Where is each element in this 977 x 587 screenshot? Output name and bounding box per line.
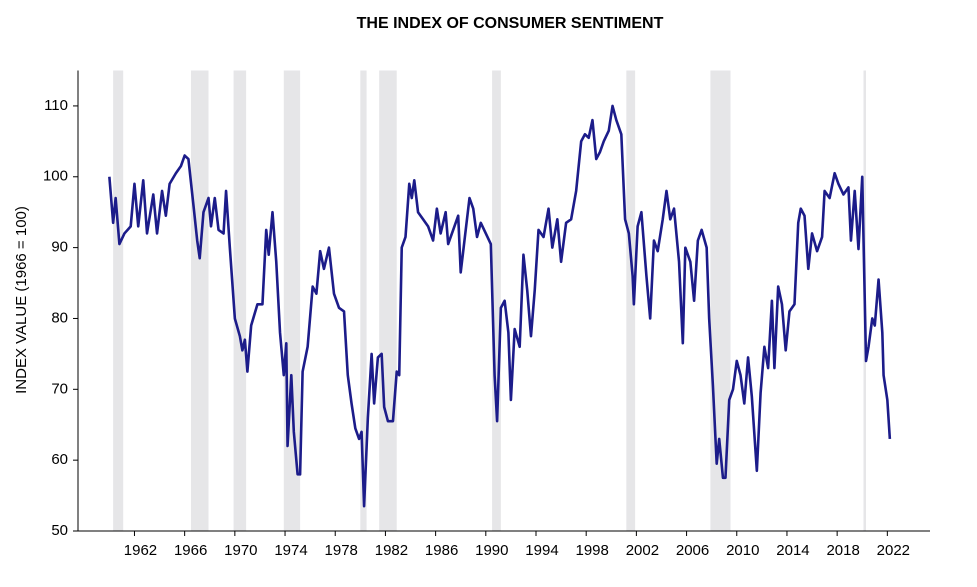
x-tick-label: 1990 (475, 542, 508, 559)
recession-band (190, 70, 209, 531)
x-tick-label: 1986 (425, 542, 458, 559)
x-tick-label: 1970 (224, 542, 257, 559)
x-tick-label: 2010 (726, 542, 759, 559)
recession-band (492, 70, 501, 531)
x-tick-label: 1978 (325, 542, 358, 559)
line-series (108, 104, 892, 508)
x-tick-label: 1962 (124, 542, 157, 559)
x-tick-label: 1974 (274, 542, 307, 559)
y-tick-label: 90 (51, 239, 68, 256)
y-tick-label: 100 (43, 168, 68, 185)
y-tick-label: 70 (51, 380, 68, 397)
recession-band (113, 70, 124, 531)
recession-band (379, 70, 397, 531)
x-tick-label: 2018 (826, 542, 859, 559)
chart-title: THE INDEX OF CONSUMER SENTIMENT (357, 15, 664, 32)
x-tick-label: 2022 (877, 542, 910, 559)
y-tick-label: 50 (51, 522, 68, 539)
x-tick-label: 2002 (626, 542, 659, 559)
x-tick-label: 1982 (375, 542, 408, 559)
x-tick-label: 2014 (776, 542, 809, 559)
recession-band (626, 70, 636, 531)
y-tick-label: 60 (51, 451, 68, 468)
recession-band (360, 70, 367, 531)
y-tick-label: 80 (51, 309, 68, 326)
recession-band (233, 70, 247, 531)
x-tick-label: 2006 (676, 542, 709, 559)
x-tick-label: 1998 (576, 542, 609, 559)
x-tick-label: 1994 (525, 542, 558, 559)
y-axis-label: INDEX VALUE (1966 = 100) (13, 206, 30, 394)
y-tick-label: 110 (44, 97, 68, 114)
x-tick-label: 1966 (174, 542, 207, 559)
